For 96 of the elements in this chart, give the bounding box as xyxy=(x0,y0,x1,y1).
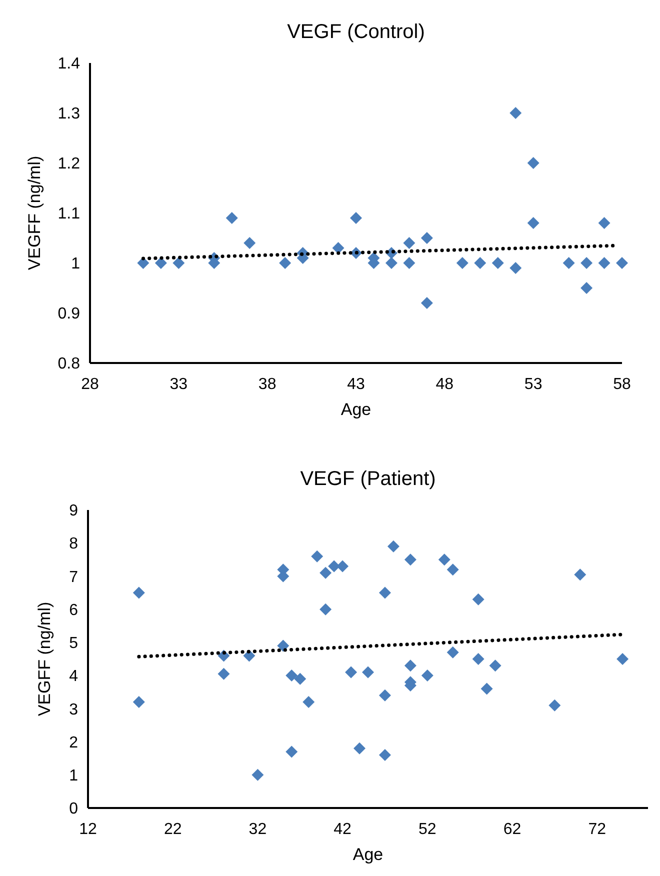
x-tick-label: 12 xyxy=(79,821,97,838)
x-tick-label: 62 xyxy=(503,821,522,838)
point xyxy=(277,640,290,652)
y-tick-label: 5 xyxy=(69,635,78,652)
point xyxy=(279,257,292,269)
point xyxy=(472,653,484,665)
point xyxy=(132,586,145,599)
x-tick-label: 72 xyxy=(588,821,606,838)
x-tick-label: 48 xyxy=(436,376,454,393)
y-tick-label: 4 xyxy=(69,668,78,686)
point xyxy=(489,660,502,672)
point xyxy=(421,670,434,682)
point xyxy=(574,568,586,581)
point xyxy=(132,696,145,708)
point xyxy=(378,749,391,762)
y-tick-label: 0.9 xyxy=(58,306,80,323)
y-tick-label: 1.2 xyxy=(58,156,80,173)
point xyxy=(226,212,238,224)
point xyxy=(446,646,459,658)
x-tick-label: 58 xyxy=(613,376,631,393)
point xyxy=(527,157,540,169)
point xyxy=(404,554,416,566)
point xyxy=(387,540,400,552)
x-tick-label: 33 xyxy=(170,376,188,393)
point xyxy=(510,107,522,119)
y-tick-label: 7 xyxy=(69,568,78,586)
x-tick-label: 28 xyxy=(81,376,99,393)
chart-title: VEGF (Control) xyxy=(287,21,425,43)
point xyxy=(354,742,366,754)
point xyxy=(345,666,358,678)
point xyxy=(302,696,315,708)
point xyxy=(562,257,575,269)
point xyxy=(474,257,486,269)
point xyxy=(598,217,610,229)
x-tick-label: 52 xyxy=(418,821,436,838)
point xyxy=(580,257,593,269)
point xyxy=(286,746,298,758)
y-tick-label: 2 xyxy=(69,734,78,752)
point xyxy=(403,237,416,249)
x-tick-label: 38 xyxy=(258,376,276,393)
point xyxy=(172,257,185,269)
x-tick-label: 42 xyxy=(334,821,352,838)
x-axis-title: Age xyxy=(340,400,372,419)
point xyxy=(420,232,433,244)
point xyxy=(350,212,362,224)
point xyxy=(420,297,433,309)
point xyxy=(403,257,416,269)
point xyxy=(580,282,593,294)
x-tick-label: 43 xyxy=(347,376,365,393)
chart-title: VEGF (Patient) xyxy=(300,468,436,490)
point xyxy=(385,257,398,269)
point xyxy=(244,237,256,249)
y-tick-label: 8 xyxy=(69,536,78,553)
point xyxy=(311,550,324,562)
y-tick-label: 1 xyxy=(71,256,80,273)
point xyxy=(480,682,493,695)
point xyxy=(438,554,450,566)
x-tick-label: 53 xyxy=(524,376,542,393)
point xyxy=(320,566,332,579)
point xyxy=(404,660,416,672)
y-tick-label: 1.1 xyxy=(58,206,80,223)
y-axis-title: VEGFF (ng/ml) xyxy=(35,602,54,716)
y-tick-label: 0.8 xyxy=(58,356,80,373)
point xyxy=(137,257,150,269)
y-tick-label: 9 xyxy=(69,502,78,520)
point xyxy=(616,653,629,665)
x-axis-title: Age xyxy=(352,845,384,864)
point xyxy=(378,586,391,599)
y-tick-label: 0 xyxy=(69,800,78,818)
point xyxy=(332,242,344,254)
point xyxy=(286,670,298,682)
point xyxy=(616,257,628,269)
y-tick-label: 1.3 xyxy=(58,106,80,123)
point xyxy=(336,560,349,572)
y-tick-label: 6 xyxy=(69,602,78,619)
y-tick-label: 1 xyxy=(69,767,78,784)
point xyxy=(294,672,306,685)
point xyxy=(378,689,391,702)
point xyxy=(598,257,610,269)
point xyxy=(510,262,522,274)
point xyxy=(252,768,264,781)
point xyxy=(362,666,374,678)
point xyxy=(472,593,484,606)
y-axis-title: VEGFF (ng/ml) xyxy=(25,156,44,270)
x-tick-label: 32 xyxy=(248,821,267,838)
y-tick-label: 3 xyxy=(69,701,78,718)
point xyxy=(492,257,504,269)
point xyxy=(218,668,230,680)
point xyxy=(456,257,468,269)
y-tick-label: 1.4 xyxy=(58,56,80,73)
point xyxy=(320,603,332,616)
point xyxy=(446,564,459,576)
point xyxy=(548,699,561,712)
point xyxy=(154,257,167,269)
x-tick-label: 22 xyxy=(164,821,182,838)
point xyxy=(527,217,540,229)
